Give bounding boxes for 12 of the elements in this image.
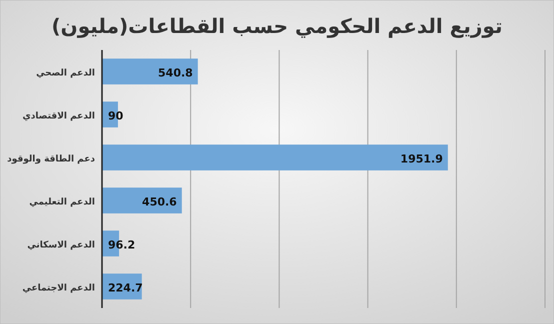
data-label: 450.6	[142, 196, 178, 208]
y-tick-label: الدعم الاقتصادي	[22, 112, 95, 122]
data-label: 540.8	[158, 66, 193, 80]
y-tick-label: دعم الطاقة والوقود	[7, 154, 96, 164]
y-tick-label: الدعم الاسكاني	[27, 240, 95, 250]
data-label: 224.7	[108, 282, 143, 294]
y-tick-label: الدعم الصحي	[36, 68, 95, 78]
y-tick-label: الدعم التعليمي	[29, 198, 95, 208]
data-label: 96.2	[108, 238, 136, 252]
y-tick-label: الدعم الاجتماعي	[22, 284, 95, 294]
chart-title: توزيع الدعم الحكومي حسب القطاعات(مليون)	[52, 14, 502, 38]
data-label: 1951.9	[400, 152, 443, 166]
